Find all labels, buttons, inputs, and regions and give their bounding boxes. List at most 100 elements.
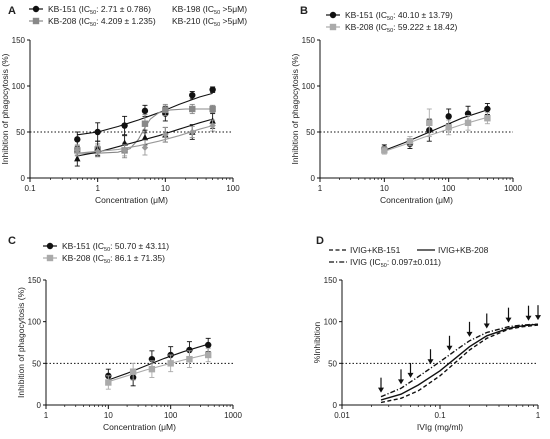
- panel-a: A 0 50 100 150 0.1 1 10 100 Concentration (μM) Inh…: [0, 4, 247, 205]
- legend-entry: KB-208 (IC50: 59.222 ± 18.42): [345, 22, 458, 34]
- series-kb-210: [74, 119, 216, 158]
- y-tick-label: 100: [324, 318, 338, 327]
- x-axis-label: Concentration (μM): [380, 195, 453, 205]
- data-point: [121, 139, 128, 146]
- legend-entry: IVIG+KB-151: [350, 245, 401, 255]
- data-point: [204, 351, 212, 359]
- legend-entry: KB-198 (IC50 >5μM): [172, 4, 247, 16]
- data-point: [209, 105, 216, 113]
- data-point: [381, 147, 388, 154]
- legend-marker: [46, 254, 54, 262]
- arrow-head: [427, 359, 434, 365]
- series-kb-151: [74, 86, 216, 148]
- y-axis-label: %Inhibition: [312, 321, 322, 363]
- legend-entry: KB-151 (IC50: 2.71 ± 0.786): [48, 4, 151, 16]
- y-tick-label: 50: [328, 359, 337, 368]
- panel-d: D 0 50 100 150 0.01 0.1 1 IVIg (mg/ml) %Inhibitio…: [312, 235, 541, 432]
- data-point: [445, 113, 452, 120]
- x-tick-label: 100: [442, 184, 456, 193]
- panel-letter: D: [316, 235, 324, 247]
- data-point: [189, 105, 196, 113]
- arrow-head: [407, 372, 414, 378]
- data-point: [186, 355, 193, 363]
- arrow-head: [483, 323, 490, 329]
- legend-entry: KB-208 (IC50: 86.1 ± 71.35): [62, 253, 165, 265]
- data-point: [162, 131, 169, 138]
- data-point: [464, 119, 472, 126]
- data-point: [189, 128, 196, 136]
- arrow-head: [525, 315, 532, 321]
- panel-letter: C: [8, 235, 16, 247]
- x-tick-label: 100: [226, 184, 240, 193]
- data-point: [74, 154, 81, 162]
- data-point: [426, 119, 433, 126]
- fit-curve: [77, 92, 213, 136]
- data-point: [209, 122, 216, 129]
- x-axis-label: IVIg (mg/ml): [417, 422, 463, 432]
- x-tick-label: 1000: [504, 184, 522, 193]
- legend-entry: IVIG+KB-208: [438, 245, 489, 255]
- y-tick-label: 150: [302, 36, 316, 45]
- x-tick-label: 1000: [224, 411, 242, 420]
- y-axis-label: Inhibition of phagocytosis (%): [0, 53, 10, 164]
- y-tick-label: 100: [12, 82, 26, 91]
- fit-curve: [108, 343, 209, 381]
- data-point: [167, 360, 174, 367]
- x-tick-label: 0.01: [334, 411, 350, 420]
- arrow-head: [535, 315, 541, 321]
- dose-arrows: [377, 305, 541, 393]
- legend-marker: [32, 5, 40, 13]
- y-tick-label: 150: [12, 36, 26, 45]
- curve-line: [380, 324, 539, 404]
- x-tick-label: 1: [318, 184, 323, 193]
- x-tick-label: 1: [95, 184, 100, 193]
- legend-marker: [329, 11, 337, 19]
- data-point: [406, 138, 414, 145]
- legend: KB-151 (IC50: 40.10 ± 13.79)KB-208 (IC50…: [326, 10, 458, 34]
- y-tick-label: 150: [28, 276, 42, 285]
- data-point: [141, 133, 149, 141]
- series-ivig+kb-151: [380, 324, 539, 404]
- y-tick-label: 50: [16, 128, 25, 137]
- x-axis-label: Concentration (μM): [95, 195, 168, 205]
- legend: IVIG+KB-151 IVIG (IC50: 0.097±0.011) IVIG+…: [329, 245, 489, 269]
- y-tick-label: 0: [333, 401, 338, 410]
- panel-c: C 0 50 100 150 1 10 100 1000 Concentration (μM) In…: [8, 235, 242, 432]
- series-ivig: [380, 323, 539, 398]
- x-tick-label: 1: [536, 411, 541, 420]
- data-point: [141, 144, 149, 151]
- legend-marker: [32, 17, 40, 25]
- arrow-head: [398, 379, 405, 385]
- y-tick-label: 0: [311, 174, 316, 183]
- legend-marker: [329, 23, 337, 31]
- data-point: [141, 107, 149, 115]
- data-point: [186, 346, 193, 354]
- data-point: [445, 124, 452, 131]
- legend-entry: KB-151 (IC50: 40.10 ± 13.79): [345, 10, 453, 22]
- x-tick-label: 10: [161, 184, 170, 193]
- fit-curve: [108, 353, 209, 383]
- x-tick-label: 1: [44, 411, 49, 420]
- y-tick-label: 50: [32, 359, 41, 368]
- series-kb-151: [105, 337, 212, 387]
- data-point: [121, 122, 128, 129]
- data-point: [204, 341, 212, 349]
- data-point: [94, 128, 101, 136]
- x-tick-label: 10: [380, 184, 389, 193]
- arrow-head: [505, 317, 512, 323]
- data-point: [148, 365, 156, 373]
- data-point: [129, 368, 137, 375]
- legend-entry: KB-151 (IC50: 50.70 ± 43.11): [62, 241, 169, 253]
- y-tick-label: 50: [306, 128, 315, 137]
- data-point: [105, 379, 112, 386]
- data-point: [484, 115, 491, 122]
- x-tick-label: 0.1: [434, 411, 446, 420]
- data-point: [74, 136, 81, 143]
- data-point: [141, 120, 149, 127]
- curve-line: [380, 323, 539, 398]
- legend-entry: KB-208 (IC50: 4.209 ± 1.235): [48, 16, 156, 28]
- fit-curve: [384, 109, 488, 151]
- series-ivig+kb-208: [380, 323, 539, 401]
- fit-curve: [384, 116, 488, 152]
